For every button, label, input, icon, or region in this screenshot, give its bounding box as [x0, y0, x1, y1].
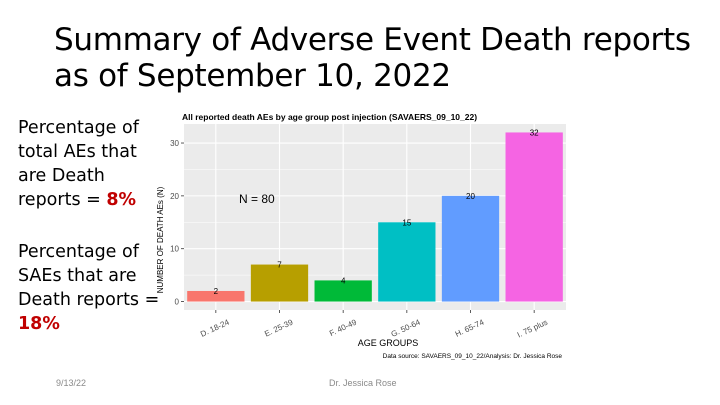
x-tick-label: D. 18-24 — [199, 317, 231, 338]
bar-value-label: 7 — [277, 261, 282, 270]
x-tick-label: E. 25-39 — [263, 317, 295, 338]
bar-value-label: 4 — [341, 276, 346, 285]
chart-annotation: N = 80 — [239, 192, 275, 206]
bar-value-label: 15 — [402, 218, 411, 227]
chart-svg: All reported death AEs by age group post… — [156, 112, 566, 360]
x-tick-label: G. 50-64 — [390, 317, 423, 339]
footer-date: 9/13/22 — [56, 378, 87, 388]
y-tick-label: 30 — [170, 139, 179, 148]
y-tick-label: 20 — [170, 192, 179, 201]
footer-author: Dr. Jessica Rose — [329, 378, 397, 388]
stat-saes-value: 18% — [18, 314, 60, 334]
stat-saes: Percentage of SAEs that are Death report… — [18, 240, 168, 336]
y-axis-label: NUMBER OF DEATH AEs (N) — [156, 186, 165, 293]
plot-panel — [184, 124, 566, 310]
stat-total-aes: Percentage of total AEs that are Death r… — [18, 116, 168, 212]
y-tick-label: 10 — [170, 245, 179, 254]
death-ae-bar-chart: All reported death AEs by age group post… — [148, 102, 568, 362]
x-axis-label: AGE GROUPS — [358, 338, 419, 348]
bar-value-label: 32 — [530, 128, 539, 137]
chart-caption: Data source: SAVAERS_09_10_22/Analysis: … — [383, 353, 563, 360]
stat-total-aes-value: 8% — [106, 190, 137, 210]
bar — [187, 290, 245, 302]
bar — [505, 132, 563, 302]
slide-title: Summary of Adverse Event Death reports a… — [54, 22, 691, 94]
bar — [441, 195, 500, 302]
bar — [378, 222, 436, 302]
bar — [314, 280, 372, 302]
chart-title: All reported death AEs by age group post… — [182, 112, 477, 122]
stat-total-aes-label: Percentage of total AEs that are Death r… — [18, 118, 139, 210]
bar-layer — [187, 132, 563, 302]
stat-saes-label: Percentage of SAEs that are Death report… — [18, 242, 160, 310]
x-tick-label: F. 40-49 — [328, 317, 359, 338]
y-tick-label: 0 — [175, 298, 180, 307]
bar — [250, 264, 309, 302]
x-tick-label: H. 65-74 — [454, 317, 486, 338]
x-tick-label: I. 75 plus — [516, 318, 549, 340]
bar-value-label: 20 — [466, 192, 475, 201]
bar-value-label: 2 — [214, 287, 219, 296]
label-layer: 2 7 4 15 20 32 — [214, 128, 540, 296]
